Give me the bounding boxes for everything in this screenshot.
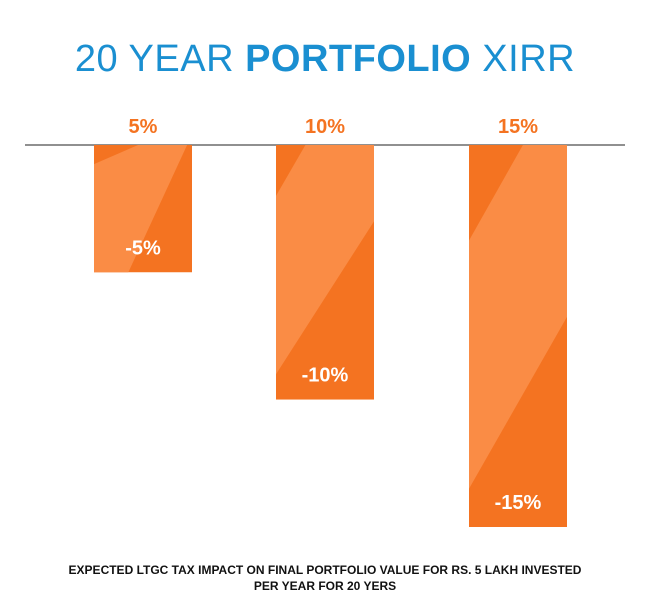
chart-caption: EXPECTED LTGC TAX IMPACT ON FINAL PORTFO… — [0, 562, 650, 594]
bar-highlight — [469, 145, 567, 489]
caption-line-2: PER YEAR FOR 20 YERS — [253, 579, 397, 593]
bar-2 — [276, 145, 374, 400]
value-label-1: -5% — [125, 237, 161, 259]
title-emphasis: PORTFOLIO — [245, 38, 472, 80]
chart-title: 20 YEAR PORTFOLIO XIRR — [0, 38, 650, 81]
category-label-3: 15% — [498, 116, 538, 138]
bar-highlight — [276, 145, 374, 375]
category-label-1: 5% — [129, 116, 158, 138]
bar-3 — [469, 145, 567, 527]
value-label-2: -10% — [302, 365, 349, 387]
bar-highlight — [94, 145, 188, 273]
title-suffix: XIRR — [482, 38, 576, 80]
value-label-3: -15% — [495, 492, 542, 514]
bar-1 — [94, 145, 192, 273]
category-label-2: 10% — [305, 116, 345, 138]
caption-line-1: EXPECTED LTGC TAX IMPACT ON FINAL PORTFO… — [68, 563, 582, 577]
title-prefix: 20 YEAR — [74, 38, 235, 80]
